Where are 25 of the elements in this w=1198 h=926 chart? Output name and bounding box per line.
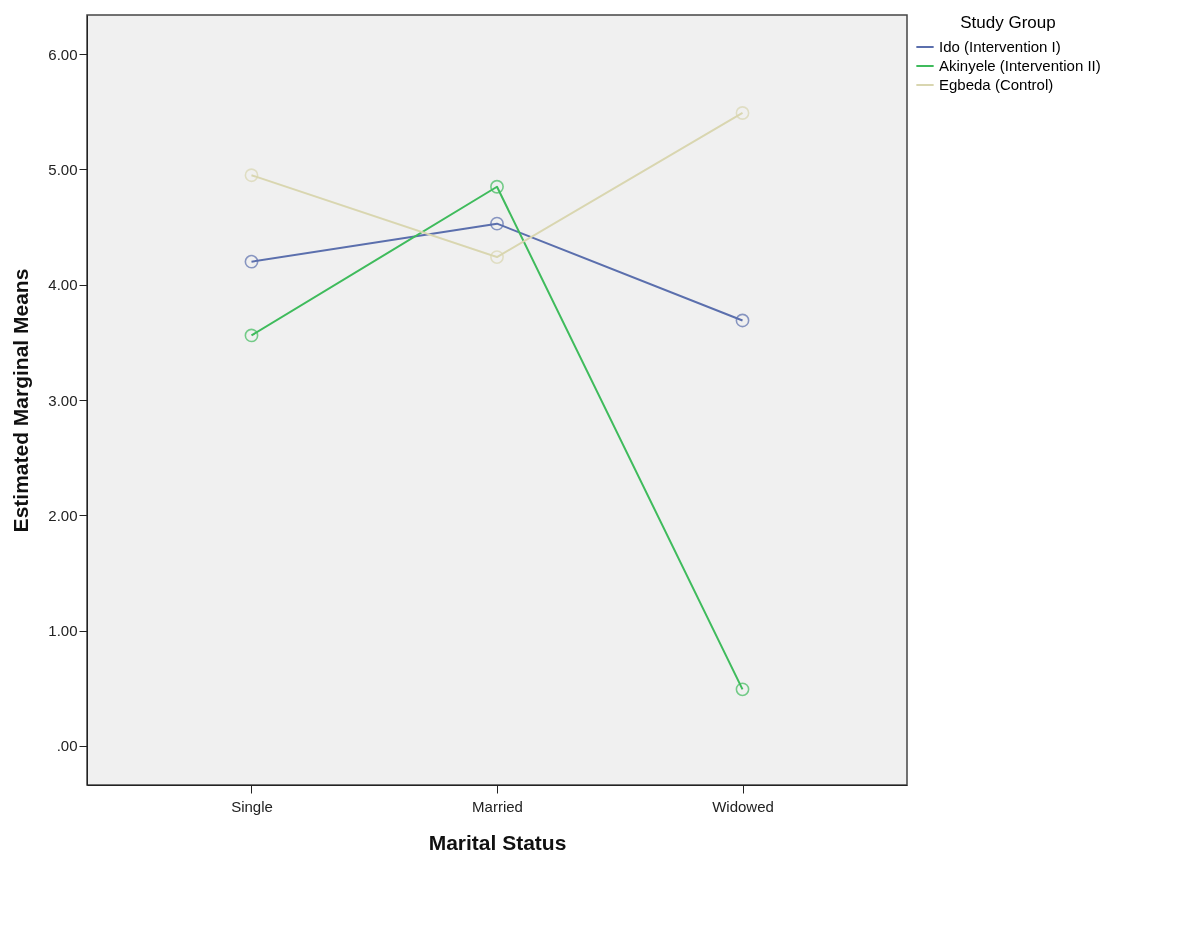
y-tick-label: 5.00 <box>48 160 78 178</box>
y-tick-label: 3.00 <box>48 391 78 409</box>
point <box>244 254 259 269</box>
legend-label: Egbeda (Control) <box>939 76 1054 93</box>
point <box>244 328 259 343</box>
legend-label: Ido (Intervention I) <box>939 38 1061 55</box>
y-tick-label: .00 <box>56 737 78 755</box>
y-tick-label: 2.00 <box>48 506 78 524</box>
point <box>735 106 750 120</box>
point <box>490 216 504 231</box>
legend-label: Akinyele (Intervention II) <box>939 57 1101 74</box>
y-tick-label: 1.00 <box>48 622 78 640</box>
point <box>735 682 750 697</box>
x-tick-label: Widowed <box>712 797 774 815</box>
legend-title: Study Group <box>960 13 1056 32</box>
point <box>490 250 504 264</box>
x-axis-title: Marital Status <box>428 830 567 854</box>
x-tick-label: Married <box>472 797 523 815</box>
x-tick-label: Single <box>231 797 273 815</box>
point <box>244 168 259 183</box>
point <box>735 313 750 328</box>
y-axis-title: Estimated Marginal Means <box>9 268 33 533</box>
point <box>490 179 504 194</box>
y-tick-label: 6.00 <box>48 45 78 63</box>
y-tick-label: 4.00 <box>48 276 78 294</box>
